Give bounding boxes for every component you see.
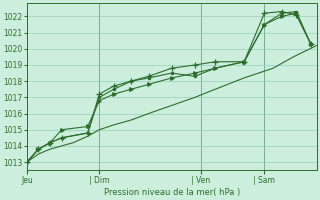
X-axis label: Pression niveau de la mer( hPa ): Pression niveau de la mer( hPa ) <box>104 188 240 197</box>
